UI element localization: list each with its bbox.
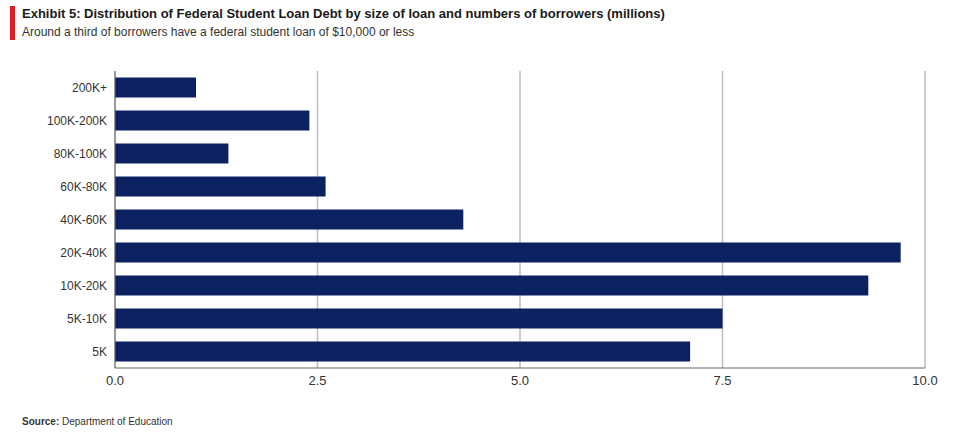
svg-text:20K-40K: 20K-40K bbox=[60, 246, 107, 260]
svg-text:80K-100K: 80K-100K bbox=[54, 147, 107, 161]
svg-text:5K-10K: 5K-10K bbox=[67, 312, 107, 326]
svg-text:200K+: 200K+ bbox=[72, 81, 107, 95]
svg-text:10.0: 10.0 bbox=[912, 373, 937, 388]
svg-text:0.0: 0.0 bbox=[106, 373, 124, 388]
svg-text:7.5: 7.5 bbox=[713, 373, 731, 388]
svg-text:2.5: 2.5 bbox=[308, 373, 326, 388]
html-text:Exhibit 5: Distribution of Fed: Exhibit 5: Distribution of Federal Stude… bbox=[22, 6, 665, 21]
svg-text:5K: 5K bbox=[92, 345, 107, 359]
svg-text:100K-200K: 100K-200K bbox=[47, 114, 107, 128]
svg-text:40K-60K: 40K-60K bbox=[60, 213, 107, 227]
svg-text:60K-80K: 60K-80K bbox=[60, 180, 107, 194]
html-text:Source: Department of Educatio: Source: Department of Education bbox=[22, 416, 173, 427]
svg-text:5.0: 5.0 bbox=[511, 373, 529, 388]
svg-text:10K-20K: 10K-20K bbox=[60, 279, 107, 293]
html-text:Around a third of borrowers ha: Around a third of borrowers have a feder… bbox=[22, 25, 415, 39]
